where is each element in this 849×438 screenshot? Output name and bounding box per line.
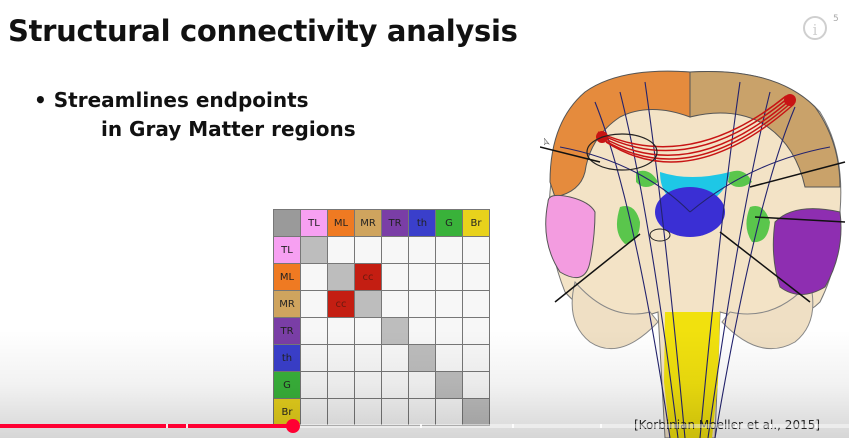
matrix-row: MR cc xyxy=(273,290,490,318)
matrix-row-header: G xyxy=(273,371,301,399)
slide-number: 5 xyxy=(833,14,839,24)
matrix-header-row: TL ML MR TR th G Br xyxy=(273,209,490,237)
matrix-diagonal-cell xyxy=(327,263,355,291)
matrix-cell xyxy=(462,236,490,264)
matrix-cell xyxy=(408,371,436,399)
matrix-cell xyxy=(327,236,355,264)
matrix-cell xyxy=(381,344,409,372)
mouse-cursor-icon xyxy=(544,138,550,146)
chapter-marker xyxy=(770,424,772,428)
matrix-cell xyxy=(408,263,436,291)
matrix-row: TR xyxy=(273,317,490,345)
video-overlay-gradient xyxy=(0,330,849,438)
matrix-cell xyxy=(327,371,355,399)
slide-title: Structural connectivity analysis xyxy=(8,14,518,48)
bullet-point: • Streamlines endpoints in Gray Matter r… xyxy=(34,86,356,144)
matrix-cell xyxy=(327,317,355,345)
matrix-cell xyxy=(462,317,490,345)
matrix-cell xyxy=(381,398,409,426)
matrix-col-header: TR xyxy=(381,209,409,237)
matrix-corner-cell xyxy=(273,209,301,237)
chapter-marker xyxy=(735,424,737,428)
matrix-cell xyxy=(462,263,490,291)
matrix-cell xyxy=(462,290,490,318)
matrix-cell xyxy=(408,317,436,345)
chapter-marker xyxy=(166,424,168,428)
matrix-col-header: th xyxy=(408,209,436,237)
matrix-diagonal-cell xyxy=(300,236,328,264)
matrix-cell xyxy=(408,236,436,264)
matrix-col-header: MR xyxy=(354,209,382,237)
matrix-cell xyxy=(408,290,436,318)
matrix-cell xyxy=(435,317,463,345)
matrix-cell xyxy=(300,398,328,426)
matrix-cell xyxy=(381,371,409,399)
matrix-cell xyxy=(327,344,355,372)
chapter-marker xyxy=(420,424,422,428)
matrix-col-header: ML xyxy=(327,209,355,237)
matrix-cell xyxy=(300,371,328,399)
bullet-line-2: in Gray Matter regions xyxy=(101,117,356,141)
matrix-row-header: MR xyxy=(273,290,301,318)
matrix-diagonal-cell xyxy=(354,290,382,318)
matrix-row-header: th xyxy=(273,344,301,372)
matrix-cell xyxy=(327,398,355,426)
info-icon[interactable]: i xyxy=(803,16,827,40)
chapter-marker xyxy=(600,424,602,428)
matrix-row: th xyxy=(273,344,490,372)
coronal-brain-section-icon xyxy=(540,70,846,438)
matrix-cell xyxy=(381,236,409,264)
matrix-col-header: Br xyxy=(462,209,490,237)
matrix-connection-cell: cc xyxy=(327,290,355,318)
matrix-row: TL xyxy=(273,236,490,264)
matrix-row-header: ML xyxy=(273,263,301,291)
matrix-diagonal-cell xyxy=(462,398,490,426)
matrix-cell xyxy=(435,398,463,426)
matrix-cell xyxy=(408,398,436,426)
video-progress-bar[interactable] xyxy=(0,424,849,428)
matrix-cell xyxy=(381,290,409,318)
chapter-marker xyxy=(186,424,188,428)
chapter-marker xyxy=(512,424,514,428)
matrix-row-header: TL xyxy=(273,236,301,264)
matrix-row: G xyxy=(273,371,490,399)
matrix-cell xyxy=(354,236,382,264)
matrix-cell xyxy=(435,236,463,264)
matrix-cell xyxy=(435,290,463,318)
citation: [Korbinian Moeller et al., 2015] xyxy=(634,418,821,432)
matrix-cell xyxy=(462,344,490,372)
matrix-diagonal-cell xyxy=(408,344,436,372)
matrix-col-header: G xyxy=(435,209,463,237)
matrix-cell xyxy=(354,371,382,399)
bullet-line-1: • Streamlines endpoints xyxy=(34,88,309,112)
matrix-cell xyxy=(300,290,328,318)
matrix-cell xyxy=(354,344,382,372)
matrix-row: Br xyxy=(273,398,490,426)
matrix-cell xyxy=(300,344,328,372)
matrix-cell xyxy=(300,263,328,291)
connectivity-matrix: TLMLMRTRthGBrTLMLccMRccTRthGBr xyxy=(273,209,490,426)
matrix-row: ML cc xyxy=(273,263,490,291)
matrix-cell xyxy=(435,263,463,291)
matrix-connection-cell: cc xyxy=(354,263,382,291)
matrix-col-header: TL xyxy=(300,209,328,237)
matrix-cell xyxy=(381,263,409,291)
progress-scrubber-handle[interactable] xyxy=(285,419,300,433)
chapter-marker xyxy=(815,424,817,428)
video-progress-fill xyxy=(0,424,293,428)
matrix-cell xyxy=(354,398,382,426)
